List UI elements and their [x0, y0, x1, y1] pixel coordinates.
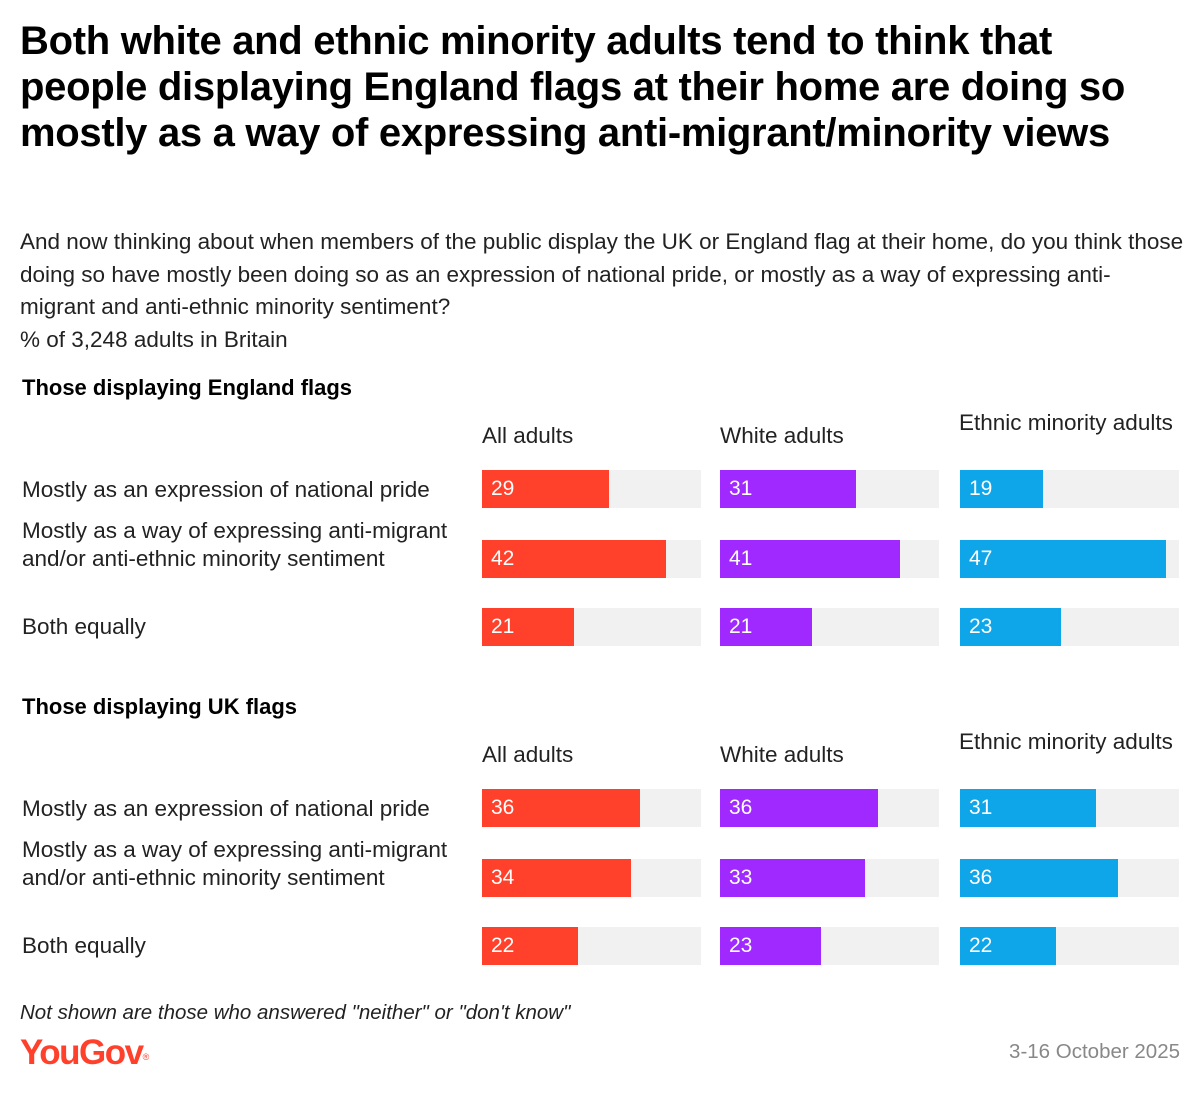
bar-value-label: 47	[969, 547, 993, 570]
row-label-national-pride: Mostly as an expression of national prid…	[22, 477, 430, 502]
bar-track-all-adults-national-pride: 36	[482, 789, 701, 827]
bar-track-white-adults-both-equally: 21	[720, 608, 939, 646]
column-header-white-adults: White adults	[720, 742, 844, 767]
chart-title: Both white and ethnic minority adults te…	[20, 19, 1125, 155]
bar-track-white-adults-anti-migrant: 41	[720, 540, 939, 578]
bar-track-white-adults-national-pride: 36	[720, 789, 939, 827]
bar-ethnic-minority-adults-anti-migrant: 36	[960, 859, 1118, 897]
bar-value-label: 41	[729, 547, 753, 570]
row-label-anti-migrant: Mostly as a way of expressing anti-migra…	[22, 837, 448, 890]
bar-track-white-adults-anti-migrant: 33	[720, 859, 939, 897]
column-header-ethnic-minority-adults: Ethnic minority adults	[959, 410, 1173, 435]
bar-ethnic-minority-adults-both-equally: 23	[960, 608, 1061, 646]
bar-value-label: 31	[969, 796, 993, 819]
bar-ethnic-minority-adults-national-pride: 31	[960, 789, 1096, 827]
bar-value-label: 23	[969, 615, 993, 638]
bar-value-label: 34	[491, 866, 515, 889]
bar-all-adults-both-equally: 21	[482, 608, 574, 646]
bar-value-label: 23	[729, 934, 753, 957]
footnote: Not shown are those who answered "neithe…	[20, 1001, 571, 1024]
bar-all-adults-both-equally: 22	[482, 927, 579, 965]
bar-value-label: 36	[969, 866, 993, 889]
bar-ethnic-minority-adults-national-pride: 19	[960, 470, 1044, 508]
section-title: Those displaying UK flags	[22, 694, 298, 719]
bar-all-adults-national-pride: 29	[482, 470, 610, 508]
fieldwork-dates: 3-16 October 2025	[1009, 1040, 1180, 1063]
bar-value-label: 21	[491, 615, 515, 638]
bar-value-label: 36	[729, 796, 753, 819]
bar-track-all-adults-both-equally: 21	[482, 608, 701, 646]
bar-track-white-adults-national-pride: 31	[720, 470, 939, 508]
sample-base: % of 3,248 adults in Britain	[20, 327, 288, 352]
chart-section-uk: Those displaying UK flags All adults Whi…	[0, 693, 1200, 993]
bar-value-label: 22	[969, 934, 993, 957]
bar-track-all-adults-national-pride: 29	[482, 470, 701, 508]
bar-track-white-adults-both-equally: 23	[720, 927, 939, 965]
bar-track-ethnic-minority-adults-both-equally: 22	[960, 927, 1179, 965]
bar-white-adults-national-pride: 31	[720, 470, 856, 508]
bar-value-label: 42	[491, 547, 515, 570]
row-label-national-pride: Mostly as an expression of national prid…	[22, 796, 430, 821]
registered-mark: ®	[142, 1052, 150, 1062]
question-text: And now thinking about when members of t…	[20, 229, 1184, 319]
row-label-both-equally: Both equally	[22, 614, 146, 639]
bar-track-all-adults-anti-migrant: 34	[482, 859, 701, 897]
bar-value-label: 21	[729, 615, 753, 638]
bar-track-ethnic-minority-adults-both-equally: 23	[960, 608, 1179, 646]
bar-value-label: 33	[729, 866, 753, 889]
column-header-ethnic-minority-adults: Ethnic minority adults	[959, 729, 1173, 754]
bar-track-all-adults-both-equally: 22	[482, 927, 701, 965]
bar-value-label: 31	[729, 477, 753, 500]
bar-white-adults-both-equally: 23	[720, 927, 821, 965]
brand-name: YouGov	[20, 1033, 144, 1072]
bar-all-adults-anti-migrant: 34	[482, 859, 631, 897]
bar-all-adults-anti-migrant: 42	[482, 540, 666, 578]
bar-ethnic-minority-adults-both-equally: 22	[960, 927, 1057, 965]
chart-section-england: Those displaying England flags All adult…	[0, 374, 1200, 674]
column-header-white-adults: White adults	[720, 423, 844, 448]
bar-white-adults-anti-migrant: 33	[720, 859, 865, 897]
bar-white-adults-both-equally: 21	[720, 608, 812, 646]
bar-all-adults-national-pride: 36	[482, 789, 640, 827]
bar-value-label: 36	[491, 796, 515, 819]
bar-value-label: 22	[491, 934, 515, 957]
bar-value-label: 19	[969, 477, 993, 500]
bar-white-adults-national-pride: 36	[720, 789, 878, 827]
section-title: Those displaying England flags	[22, 375, 353, 400]
bar-ethnic-minority-adults-anti-migrant: 47	[960, 540, 1166, 578]
row-label-both-equally: Both equally	[22, 933, 146, 958]
row-label-anti-migrant: Mostly as a way of expressing anti-migra…	[22, 518, 448, 571]
bar-white-adults-anti-migrant: 41	[720, 540, 900, 578]
bar-track-ethnic-minority-adults-national-pride: 31	[960, 789, 1179, 827]
column-header-all-adults: All adults	[482, 423, 574, 448]
bar-value-label: 29	[491, 477, 515, 500]
bar-track-ethnic-minority-adults-anti-migrant: 36	[960, 859, 1179, 897]
bar-track-ethnic-minority-adults-national-pride: 19	[960, 470, 1179, 508]
bar-track-ethnic-minority-adults-anti-migrant: 47	[960, 540, 1179, 578]
column-header-all-adults: All adults	[482, 742, 574, 767]
bar-track-all-adults-anti-migrant: 42	[482, 540, 701, 578]
yougov-logo: YouGov®	[20, 1030, 149, 1076]
